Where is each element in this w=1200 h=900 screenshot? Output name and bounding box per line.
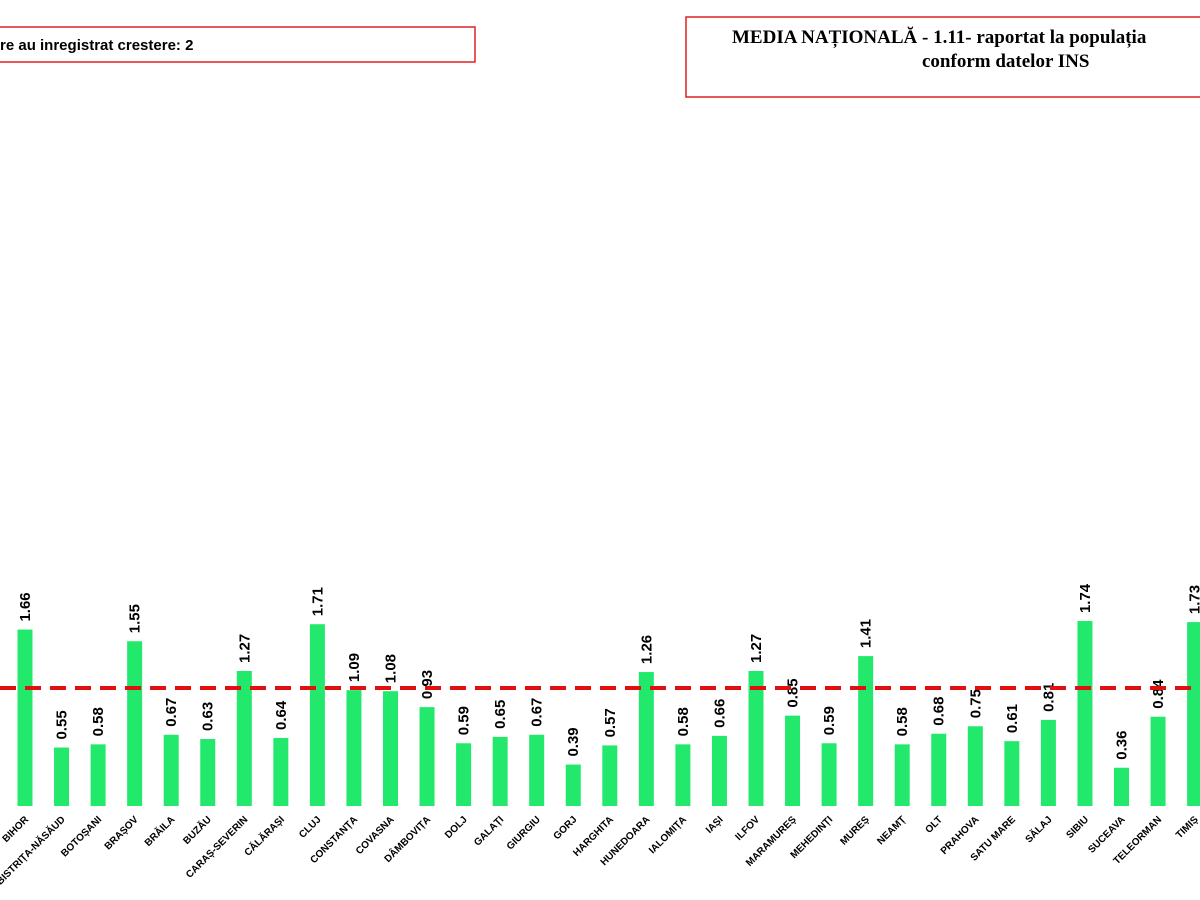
value-label: 0.67 [163, 698, 180, 727]
x-tick-label: DOLJ [443, 814, 470, 841]
bar [894, 744, 910, 806]
x-tick-label: BUZĂU [180, 813, 214, 847]
bar [711, 735, 727, 806]
value-label: 1.66 [17, 592, 34, 621]
value-label: 1.27 [748, 634, 765, 663]
bar [675, 744, 691, 806]
x-tick-label: BISTRIȚA-NĂSĂUD [0, 813, 68, 887]
x-tick-label: BIHOR [1, 814, 32, 845]
bar [821, 743, 837, 806]
bar [1004, 741, 1020, 806]
bar [1114, 767, 1129, 806]
bar [602, 745, 618, 806]
bar [967, 726, 983, 806]
x-tick-label: SIBIU [1064, 814, 1091, 841]
value-label: 0.66 [711, 699, 728, 728]
value-label: 0.39 [565, 727, 582, 756]
bar [858, 656, 874, 806]
bar [565, 764, 581, 806]
value-label: 1.09 [346, 653, 363, 682]
value-label: 0.85 [785, 678, 802, 707]
x-tick-label: ILFOV [734, 814, 763, 843]
bar [748, 670, 764, 806]
bar [529, 734, 545, 806]
value-label: 0.58 [894, 707, 911, 736]
value-label: 1.27 [236, 634, 253, 663]
value-label: 0.59 [456, 706, 473, 735]
bar [1077, 621, 1093, 806]
x-tick-label: GIURGIU [505, 814, 543, 852]
bar [1040, 719, 1056, 806]
bar [200, 739, 216, 806]
x-tick-label: OLT [923, 814, 944, 835]
value-label: 0.58 [675, 707, 692, 736]
note-box [0, 26, 476, 63]
bar [785, 715, 801, 806]
x-tick-label: BRAȘOV [103, 814, 141, 852]
x-tick-label: TIMIȘ [1174, 814, 1200, 841]
bar [492, 736, 508, 806]
x-tick-label: IALOMIȚA [647, 814, 689, 856]
value-label: 0.75 [967, 689, 984, 718]
value-label: 1.08 [383, 654, 400, 683]
bar [17, 629, 33, 806]
value-label: 1.41 [858, 619, 875, 648]
value-label: 0.36 [1114, 731, 1131, 760]
bar [638, 672, 654, 806]
bar [54, 747, 70, 806]
x-tick-label: IAȘI [704, 814, 726, 836]
bar [419, 707, 435, 806]
bar [163, 734, 179, 806]
value-label: 0.65 [492, 700, 509, 729]
x-tick-label: BRĂILA [141, 813, 177, 849]
bar [383, 691, 398, 806]
value-label: 0.61 [1004, 704, 1021, 733]
value-label: 0.84 [1150, 679, 1167, 709]
bar [931, 733, 947, 806]
x-tick-label: GORJ [552, 814, 580, 842]
value-label: 0.63 [200, 702, 217, 731]
x-tick-label: SĂLAJ [1022, 813, 1054, 845]
x-tick-label: GALAȚI [472, 814, 506, 848]
note-text: re au inregistrat crestere: 2 [0, 37, 193, 54]
title-box [685, 16, 1200, 98]
bar [1150, 716, 1166, 806]
value-label: 0.57 [602, 708, 619, 737]
value-label: 1.26 [638, 635, 655, 664]
bar [236, 670, 252, 806]
x-tick-label: CLUJ [297, 814, 323, 840]
bar [1187, 622, 1200, 806]
value-label: 1.71 [309, 587, 326, 616]
value-label: 1.55 [127, 604, 144, 633]
x-tick-label: CARAȘ-SEVERIN [184, 814, 250, 880]
bar [456, 743, 472, 806]
bar [346, 690, 362, 806]
value-label: 0.67 [529, 698, 546, 727]
value-label: 0.59 [821, 706, 838, 735]
value-label: 0.68 [931, 697, 948, 726]
value-label: 0.93 [419, 670, 436, 699]
chart-title: conform datelor INS [922, 51, 1089, 72]
value-label: 0.58 [90, 707, 107, 736]
bar [273, 737, 289, 806]
chart-title: MEDIA NAȚIONALĂ - 1.11- raportat la popu… [732, 26, 1147, 48]
bar [309, 624, 325, 806]
bar [90, 744, 106, 806]
value-label: 0.55 [54, 710, 71, 739]
value-label: 1.73 [1187, 585, 1200, 614]
value-label: 1.74 [1077, 583, 1094, 613]
x-tick-label: MUREȘ [838, 814, 872, 848]
value-label: 0.64 [273, 700, 290, 730]
bar [127, 641, 143, 806]
x-tick-label: NEAMȚ [875, 814, 908, 847]
x-tick-label: CĂLĂRAȘI [241, 813, 287, 859]
